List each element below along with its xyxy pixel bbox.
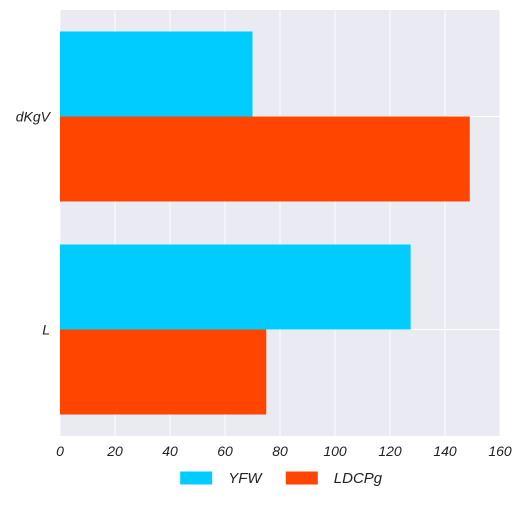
x-tick-label: 60 <box>217 443 233 459</box>
legend-label-LDCPg: LDCPg <box>334 470 383 487</box>
legend-label-YFW: YFW <box>228 470 263 487</box>
bar-LDCPg-dKgV <box>60 116 470 202</box>
y-tick-label: dKgV <box>16 109 52 125</box>
x-tick-label: 80 <box>272 443 288 459</box>
x-tick-label: 40 <box>162 443 178 459</box>
x-tick-label: 160 <box>488 443 512 459</box>
y-axis-ticks: dKgV L <box>16 109 52 338</box>
legend-swatch-LDCPg <box>285 471 318 485</box>
x-tick-label: 120 <box>378 443 402 459</box>
x-tick-label: 20 <box>106 443 123 459</box>
bar-YFW-L <box>60 244 411 330</box>
bar-YFW-dKgV <box>60 31 253 117</box>
x-tick-label: 0 <box>56 443 64 459</box>
x-tick-label: 140 <box>433 443 457 459</box>
legend: YFW LDCPg <box>180 470 383 487</box>
x-axis-ticks: 0 20 40 60 80 100 120 140 160 <box>56 443 512 459</box>
bar-LDCPg-L <box>60 329 267 415</box>
bar-layer <box>60 31 470 415</box>
legend-swatch-YFW <box>180 471 213 485</box>
y-tick-label: L <box>42 322 50 338</box>
x-tick-label: 100 <box>323 443 347 459</box>
